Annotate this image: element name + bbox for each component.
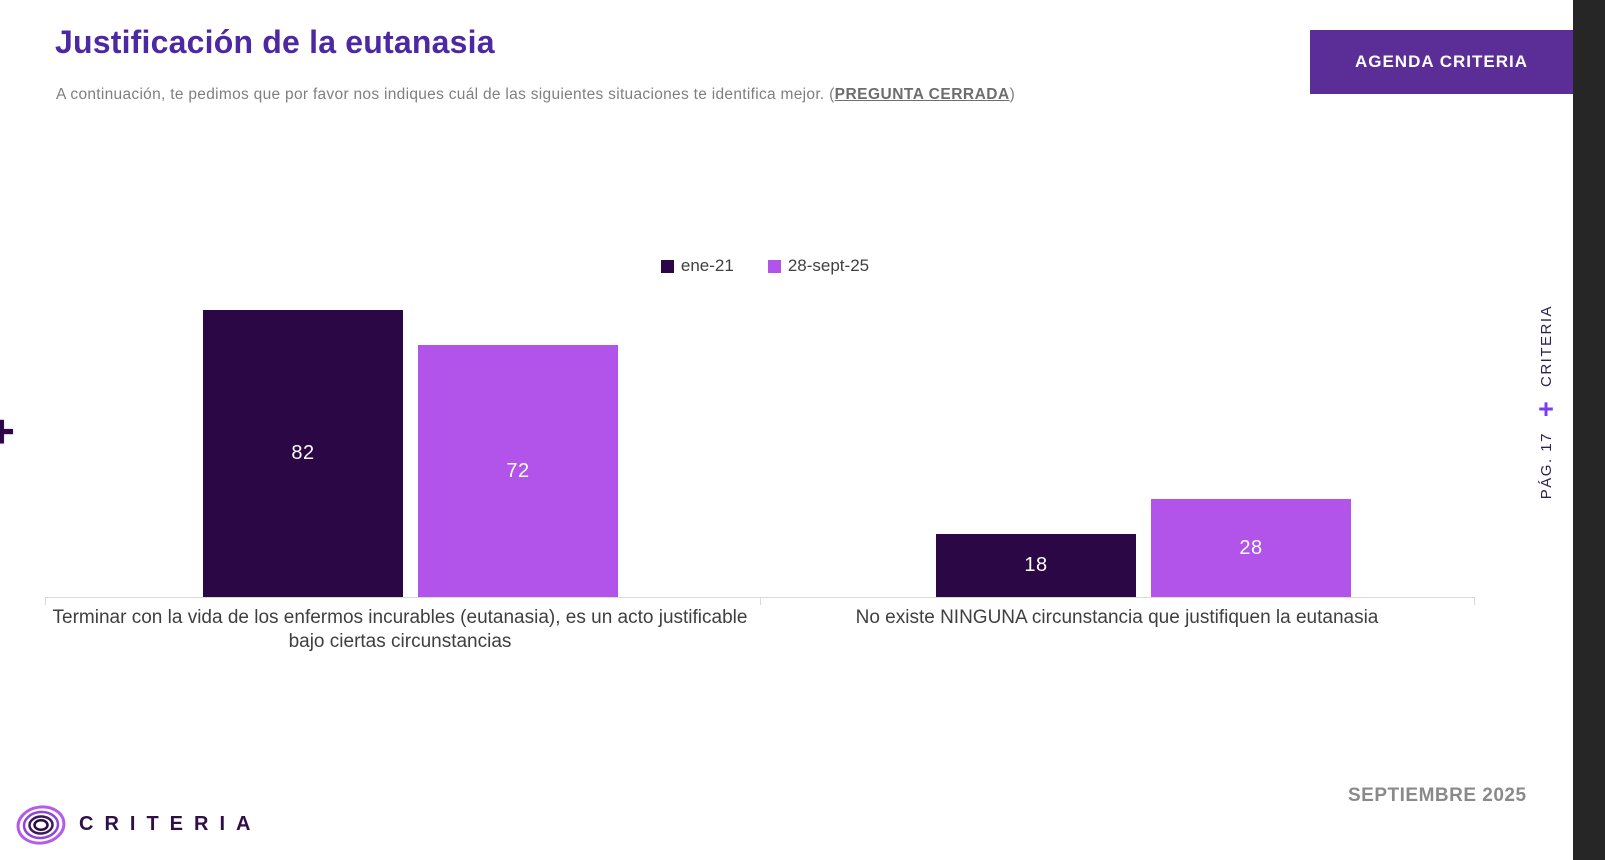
bar-28-sept-25-ninguna: 28 [1151, 499, 1351, 597]
criteria-logo-text: CRITERIA [79, 812, 262, 835]
legend-item-28-sept-25: 28-sept-25 [767, 256, 870, 276]
criteria-logo: CRITERIA [15, 798, 261, 850]
right-rail: CRITERIA + PÁG. 17 [1528, 305, 1564, 545]
bar-group-justificable: 82 72 [203, 310, 618, 597]
bar-value-label: 18 [1024, 554, 1048, 576]
left-plus-icon: + [0, 405, 15, 457]
chart-legend: ene-21 28-sept-25 [0, 256, 1530, 276]
footer-date: SEPTIEMBRE 2025 [1348, 785, 1527, 806]
legend-label-ene-21: ene-21 [680, 256, 734, 275]
page-number-label: PÁG. 17 [1537, 432, 1555, 500]
bar-value-label: 28 [1239, 536, 1263, 559]
bar-value-label: 82 [291, 442, 315, 464]
bar-ene-21-ninguna: 18 [936, 534, 1136, 597]
bar-group-ninguna: 18 28 [936, 499, 1351, 597]
bar-28-sept-25-justificable: 72 [418, 345, 618, 597]
right-edge-strip [1573, 0, 1605, 860]
subtitle-emphasis: PREGUNTA CERRADA [834, 86, 1010, 103]
vertical-plus-icon: + [1538, 394, 1554, 425]
axis-tick [760, 597, 761, 605]
legend-item-ene-21: ene-21 [660, 256, 734, 276]
legend-swatch-28-sept-25 [767, 259, 781, 273]
criteria-logo-icon [16, 805, 66, 845]
legend-label-28-sept-25: 28-sept-25 [787, 256, 870, 275]
bar-ene-21-justificable: 82 [203, 310, 403, 597]
subtitle: A continuación, te pedimos que por favor… [56, 86, 1015, 104]
vertical-criteria-label: CRITERIA [1537, 305, 1555, 388]
bar-value-label: 72 [506, 459, 530, 482]
category-label-justificable: Terminar con la vida de los enfermos inc… [52, 607, 748, 652]
agenda-criteria-button[interactable]: AGENDA CRITERIA [1310, 30, 1573, 94]
category-label-ninguna: No existe NINGUNA circunstancia que just… [855, 607, 1379, 628]
page-title: Justificación de la eutanasia [55, 24, 495, 60]
bar-chart-plot-area: 82 72 18 28 Terminar con la vida de los … [45, 240, 1475, 652]
subtitle-text: A continuación, te pedimos que por favor… [56, 86, 835, 103]
legend-swatch-ene-21 [660, 259, 674, 273]
axis-tick [45, 597, 46, 605]
subtitle-close-paren: ) [1009, 86, 1016, 103]
axis-tick [1474, 597, 1475, 605]
